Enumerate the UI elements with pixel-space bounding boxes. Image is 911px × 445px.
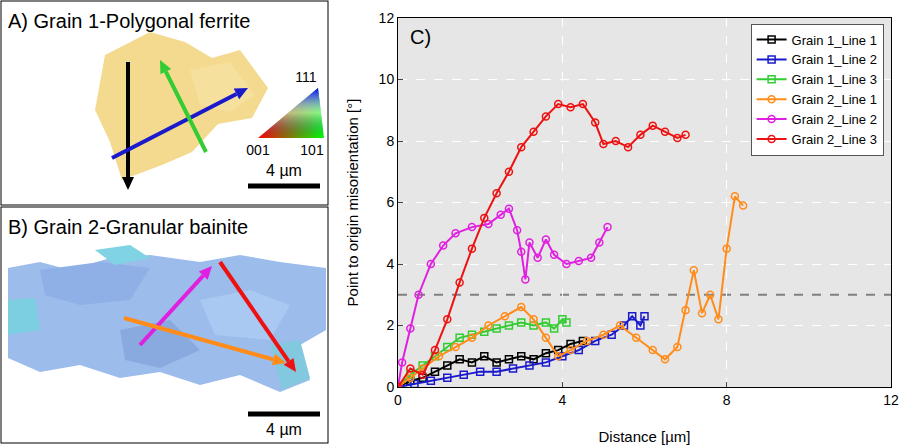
- svg-text:0: 0: [394, 392, 402, 408]
- svg-text:Grain 1_Line 2: Grain 1_Line 2: [792, 52, 877, 67]
- svg-text:B) Grain 2-Granular bainite: B) Grain 2-Granular bainite: [8, 216, 248, 238]
- svg-text:4 µm: 4 µm: [266, 162, 302, 179]
- svg-text:Point to origin misorientation: Point to origin misorientation [°]: [344, 99, 361, 307]
- svg-text:Grain 2_Line 2: Grain 2_Line 2: [792, 112, 877, 127]
- svg-text:111: 111: [295, 69, 316, 85]
- svg-text:101: 101: [300, 142, 324, 158]
- svg-text:4 µm: 4 µm: [266, 421, 302, 438]
- svg-text:8: 8: [386, 133, 394, 149]
- svg-text:4: 4: [558, 392, 566, 408]
- svg-text:Grain 1_Line 3: Grain 1_Line 3: [792, 72, 877, 87]
- svg-text:2: 2: [386, 317, 394, 333]
- svg-text:Grain 1_Line 1: Grain 1_Line 1: [792, 33, 877, 48]
- svg-text:6: 6: [386, 194, 394, 210]
- svg-text:C): C): [410, 26, 431, 48]
- svg-text:001: 001: [246, 142, 270, 158]
- svg-text:10: 10: [379, 71, 395, 87]
- svg-text:Grain 2_Line 1: Grain 2_Line 1: [792, 92, 877, 107]
- svg-text:4: 4: [386, 256, 394, 272]
- svg-text:A) Grain 1-Polygonal ferrite: A) Grain 1-Polygonal ferrite: [8, 10, 250, 32]
- svg-text:8: 8: [723, 392, 731, 408]
- svg-text:12: 12: [379, 10, 395, 26]
- svg-text:Grain 2_Line 3: Grain 2_Line 3: [792, 132, 877, 147]
- svg-text:0: 0: [386, 379, 394, 395]
- svg-text:Distance [µm]: Distance [µm]: [599, 428, 691, 445]
- svg-text:12: 12: [883, 392, 899, 408]
